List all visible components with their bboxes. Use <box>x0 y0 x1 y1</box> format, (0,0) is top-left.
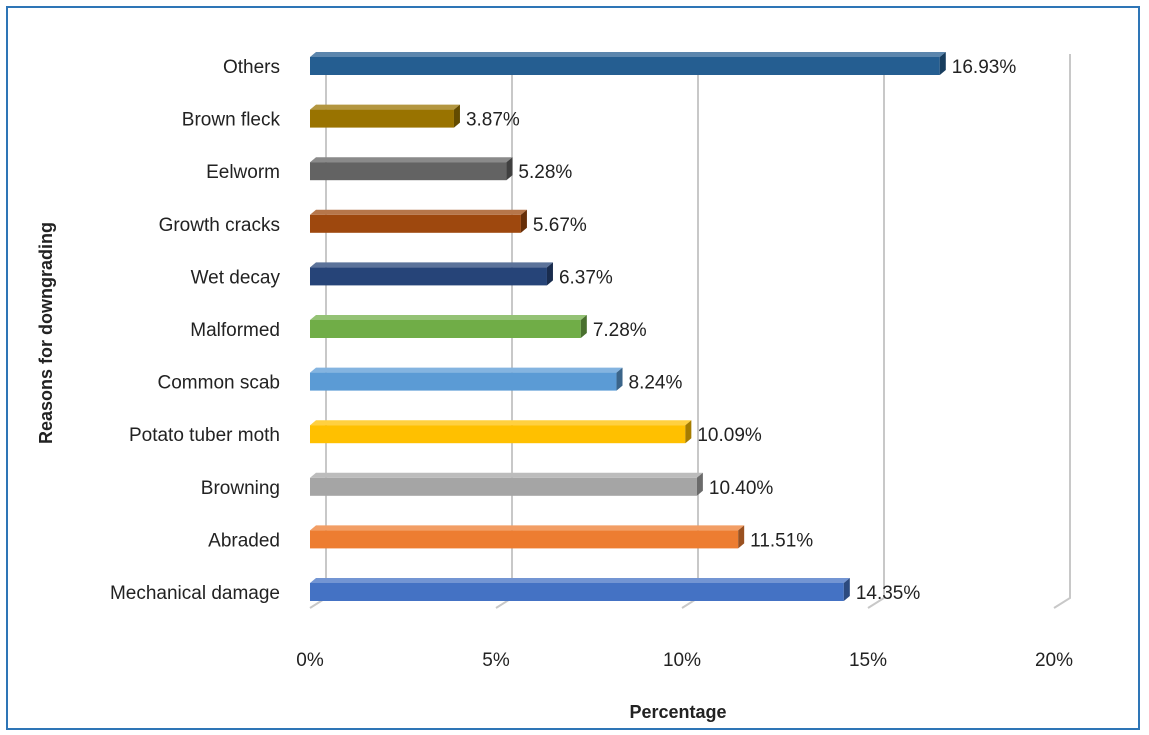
bar-wet-decay <box>310 262 553 286</box>
category-label: Wet decay <box>191 267 281 288</box>
bar-others <box>310 52 946 75</box>
x-tick-label: 10% <box>663 650 701 671</box>
x-tick-label: 5% <box>482 650 510 671</box>
gridline-15 <box>867 54 885 609</box>
chart-frame: 14.35% 11.51% 10.40% 10.09% 8.24% 7.28% 6.37% 5… <box>6 6 1140 730</box>
category-label: Eelworm <box>206 162 280 183</box>
bar-mechanical-damage <box>310 578 850 601</box>
category-label: Malformed <box>190 320 280 341</box>
x-tick-label: 20% <box>1035 650 1073 671</box>
category-label: Potato tuber moth <box>129 425 280 446</box>
data-label: 3.87% <box>466 110 520 131</box>
bar-chart: 14.35% 11.51% 10.40% 10.09% 8.24% 7.28% 6.37% 5… <box>36 52 1073 722</box>
bar-potato-tuber-moth <box>310 420 692 444</box>
bar-malformed <box>310 315 587 338</box>
data-label: 11.51% <box>750 530 813 551</box>
category-label: Abraded <box>208 530 280 551</box>
category-label: Growth cracks <box>159 215 280 236</box>
data-label: 5.67% <box>533 215 587 236</box>
bar-browning <box>310 472 703 496</box>
category-label: Browning <box>201 478 280 499</box>
bars: 14.35% 11.51% 10.40% 10.09% 8.24% 7.28% 6.37% 5… <box>310 52 1016 604</box>
bar-common-scab <box>310 367 623 391</box>
x-tick-labels: 0% 5% 10% 15% 20% <box>296 650 1073 671</box>
data-label: 16.93% <box>952 57 1017 78</box>
gridline-10 <box>681 54 699 609</box>
data-label: 6.37% <box>559 267 613 288</box>
gridline-20 <box>1053 54 1071 609</box>
category-label: Mechanical damage <box>110 583 280 604</box>
bar-brown-fleck <box>310 104 460 128</box>
data-label: 10.09% <box>697 425 762 446</box>
data-label: 14.35% <box>856 583 921 604</box>
data-label: 8.24% <box>629 373 683 394</box>
y-axis-title: Reasons for downgrading <box>36 222 56 444</box>
bar-growth-cracks <box>310 209 527 233</box>
data-label: 10.40% <box>709 478 774 499</box>
category-label: Others <box>223 57 280 78</box>
category-labels: Mechanical damage Abraded Browning Potato t… <box>110 57 281 604</box>
bar-eelworm <box>310 157 513 181</box>
x-axis-title: Percentage <box>629 702 726 722</box>
bar-abraded <box>310 525 745 549</box>
category-label: Brown fleck <box>182 110 281 131</box>
x-tick-label: 0% <box>296 650 324 671</box>
category-label: Common scab <box>158 373 281 394</box>
x-tick-label: 15% <box>849 650 887 671</box>
data-label: 5.28% <box>518 162 572 183</box>
data-label: 7.28% <box>593 320 647 341</box>
